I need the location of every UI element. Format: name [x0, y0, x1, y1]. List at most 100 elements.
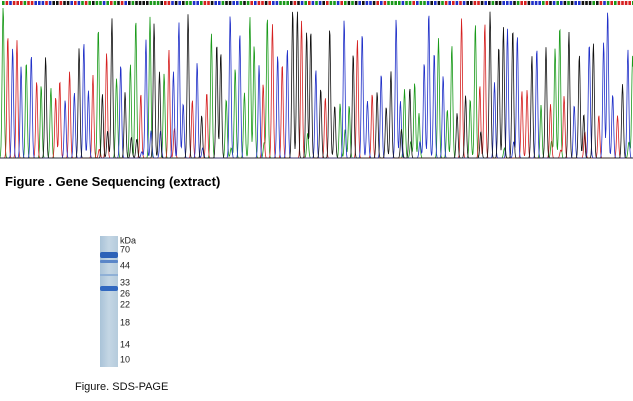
base-call: [74, 1, 77, 5]
base-call: [516, 1, 520, 5]
base-call: [473, 1, 477, 5]
trace: [0, 12, 633, 159]
base-call: [574, 1, 577, 5]
base-call: [192, 1, 196, 5]
base-call: [110, 1, 113, 5]
base-call: [146, 1, 149, 5]
base-call: [336, 1, 340, 5]
base-call: [113, 1, 117, 5]
base-call: [185, 1, 189, 5]
base-call: [228, 1, 232, 5]
base-call: [120, 1, 124, 5]
base-call: [380, 1, 383, 5]
base-call: [520, 1, 523, 5]
base-call: [200, 1, 203, 5]
marker-label: 18: [120, 317, 130, 327]
base-call: [394, 1, 397, 5]
base-call: [596, 1, 599, 5]
base-call: [297, 1, 300, 5]
marker-label: 70: [120, 244, 130, 254]
base-call: [430, 1, 433, 5]
base-call: [27, 1, 30, 5]
base-call: [563, 1, 567, 5]
base-call: [531, 1, 534, 5]
base-call: [383, 1, 387, 5]
base-call: [488, 1, 491, 5]
gel-band: [100, 286, 118, 291]
base-call: [502, 1, 505, 5]
base-call: [358, 1, 361, 5]
base-call: [434, 1, 437, 5]
base-call: [592, 1, 595, 5]
marker-label: 44: [120, 260, 130, 270]
base-call: [318, 1, 322, 5]
base-call: [495, 1, 498, 5]
base-call: [416, 1, 419, 5]
base-call: [171, 1, 174, 5]
base-call: [578, 1, 581, 5]
base-call: [390, 1, 394, 5]
gel-lane: [100, 236, 118, 367]
base-call: [628, 1, 631, 5]
base-call: [124, 1, 127, 5]
base-call: [52, 1, 55, 5]
base-call: [128, 1, 131, 5]
base-call: [304, 1, 307, 5]
base-call: [362, 1, 365, 5]
base-call: [448, 1, 451, 5]
base-call: [117, 1, 120, 5]
base-call: [365, 1, 369, 5]
base-call: [610, 1, 613, 5]
base-call: [581, 1, 585, 5]
base-call: [164, 1, 167, 5]
base-call: [16, 1, 19, 5]
base-call: [257, 1, 261, 5]
base-call: [196, 1, 199, 5]
base-call: [477, 1, 480, 5]
base-call: [329, 1, 333, 5]
base-call: [290, 1, 293, 5]
base-call: [282, 1, 286, 5]
marker-label: 10: [120, 354, 130, 364]
base-call: [524, 1, 527, 5]
base-call: [182, 1, 185, 5]
base-call: [167, 1, 171, 5]
base-call: [5, 1, 9, 5]
base-call: [279, 1, 282, 5]
base-call: [135, 1, 138, 5]
base-call: [45, 1, 48, 5]
base-call: [412, 1, 415, 5]
base-call: [293, 1, 297, 5]
base-call: [617, 1, 621, 5]
base-call: [506, 1, 509, 5]
base-call: [347, 1, 351, 5]
base-call: [376, 1, 379, 5]
base-call: [614, 1, 617, 5]
base-call: [268, 1, 271, 5]
base-call: [264, 1, 268, 5]
base-call: [38, 1, 41, 5]
base-call: [138, 1, 142, 5]
base-call: [102, 1, 106, 5]
base-call: [142, 1, 145, 5]
base-call: [9, 1, 12, 5]
base-call: [84, 1, 88, 5]
base-call: [174, 1, 178, 5]
base-call: [286, 1, 289, 5]
base-call: [455, 1, 459, 5]
base-call: [300, 1, 304, 5]
base-call: [369, 1, 372, 5]
base-call: [344, 1, 347, 5]
base-call: [221, 1, 225, 5]
gel-band: [100, 274, 118, 276]
base-call: [398, 1, 401, 5]
base-call: [160, 1, 163, 5]
base-call: [509, 1, 513, 5]
base-call: [588, 1, 592, 5]
base-call: [311, 1, 315, 5]
base-call: [41, 1, 45, 5]
base-call: [462, 1, 466, 5]
marker-label: 26: [120, 288, 130, 298]
